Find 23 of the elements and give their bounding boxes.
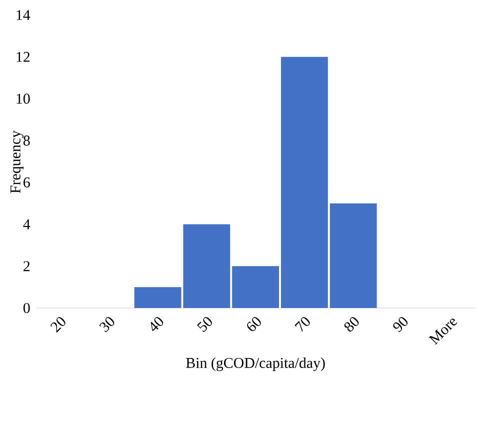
bar	[134, 287, 182, 308]
x-tick-label: 90	[393, 317, 408, 332]
bar	[280, 56, 328, 308]
y-tick-label: 2	[24, 261, 30, 272]
x-tick-label: 80	[344, 317, 359, 332]
y-axis-title: Frequency	[10, 130, 24, 194]
bar	[183, 224, 230, 308]
y-tick-label: 6	[24, 177, 30, 188]
y-tick-label: 4	[23, 219, 30, 230]
y-tick-label: 12	[16, 52, 30, 62]
bar	[330, 203, 377, 308]
x-tick-label: 30	[99, 317, 114, 332]
y-tick-label: 8	[23, 136, 30, 146]
y-tick-label: 0	[23, 302, 30, 314]
x-tick-label: 50	[197, 317, 212, 332]
x-tick-label: 70	[294, 317, 310, 332]
y-tick-label: 10	[16, 94, 30, 104]
x-tick-label: 40	[150, 317, 164, 332]
y-tick-label: 14	[16, 10, 30, 20]
x-tick-label: 20	[50, 317, 66, 332]
x-tick-label: 60	[247, 317, 261, 332]
x-axis-title: Bin (gCOD/capita/day)	[186, 357, 325, 372]
bar	[232, 266, 280, 308]
